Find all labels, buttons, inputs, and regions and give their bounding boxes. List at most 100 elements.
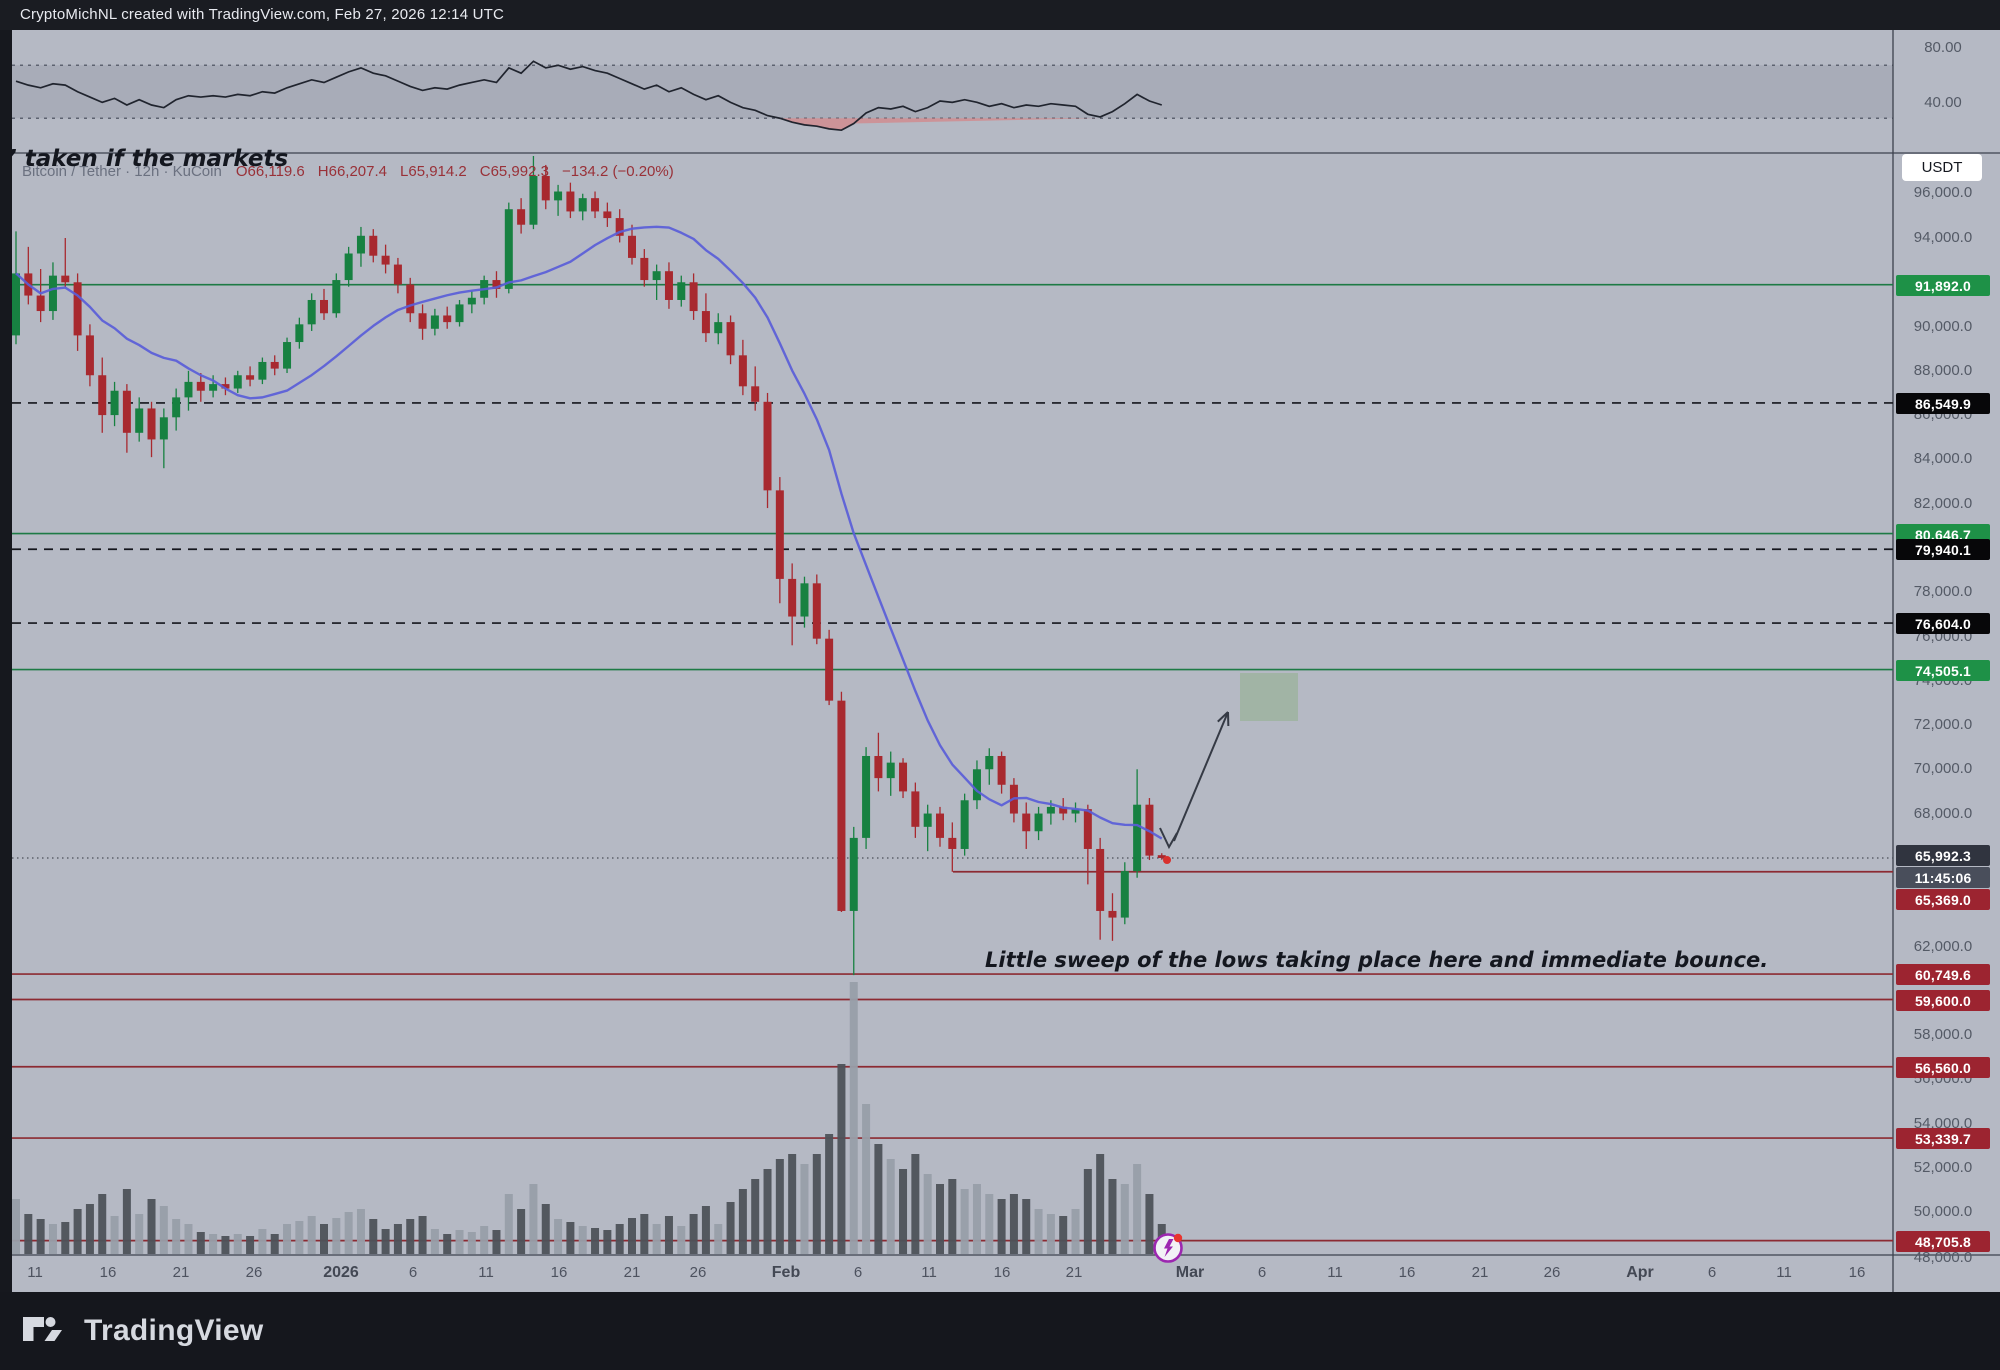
price-level-label-red: 53,339.7 — [1896, 1128, 1990, 1149]
candle-body — [110, 390, 119, 416]
time-axis-label: 11 — [921, 1264, 937, 1281]
currency-toggle-button[interactable]: USDT — [1902, 154, 1982, 181]
candle-body — [196, 381, 205, 391]
volume-bar — [24, 1214, 33, 1254]
target-zone-box[interactable] — [1240, 673, 1298, 721]
candle-body — [455, 304, 464, 323]
candle-body — [85, 335, 94, 376]
price-axis-label: 78,000.0 — [1913, 583, 1973, 600]
volume-bar — [825, 1134, 834, 1254]
time-axis-label: Apr — [1626, 1264, 1654, 1281]
volume-bar — [578, 1226, 587, 1254]
ohlc-change: −134.2 (−0.20%) — [561, 163, 674, 180]
candle-body — [381, 255, 390, 265]
symbol-title: Bitcoin / Tether · 12h · KuCoin — [22, 163, 222, 180]
chart-surface[interactable] — [12, 30, 2000, 1292]
time-axis-label: 6 — [1707, 1264, 1717, 1281]
volume-bar — [886, 1159, 895, 1254]
candle-body — [258, 361, 267, 380]
volume-bar — [652, 1224, 661, 1254]
time-axis-label: 16 — [993, 1264, 1011, 1281]
volume-bar — [936, 1184, 944, 1254]
candle-body — [147, 408, 156, 440]
rsi-line — [15, 60, 1163, 132]
time-axis-label: 11 — [1327, 1264, 1343, 1281]
candle-body — [270, 361, 279, 369]
candle-body — [1133, 804, 1142, 872]
volume-bar — [1096, 1154, 1105, 1254]
candle-body — [356, 235, 365, 254]
rsi-axis-label: 80.00 — [1924, 39, 1962, 56]
candle-body — [1059, 806, 1068, 814]
candle-body — [800, 583, 809, 617]
volume-bar — [430, 1229, 439, 1254]
tradingview-logo-icon — [23, 1317, 62, 1341]
candle-body — [603, 211, 612, 219]
candle-body — [936, 813, 944, 838]
candle-body — [517, 209, 526, 225]
candle-body — [689, 282, 698, 312]
volume-bar — [85, 1204, 94, 1254]
time-axis-label: 6 — [1257, 1264, 1267, 1281]
candle-body — [492, 280, 501, 289]
volume-bar — [1034, 1209, 1043, 1254]
time-axis-label: 11 — [27, 1264, 43, 1281]
price-axis-label: 50,000.0 — [1913, 1203, 1973, 1220]
candle-body — [467, 297, 476, 305]
volume-bar — [159, 1206, 168, 1254]
sweep-note-annotation: Little sweep of the lows taking place he… — [985, 948, 1769, 972]
time-axis[interactable]: 11 16 21 26 2026 6 11 16 21 26 Feb 6 11 16 21 Mar 6 11 16 2… — [0, 1255, 1893, 1292]
candle-body — [615, 218, 624, 236]
volume-bar — [344, 1212, 353, 1254]
time-axis-label: 16 — [550, 1264, 568, 1281]
volume-bar — [911, 1154, 920, 1254]
rsi-axis-label: 40.00 — [1924, 94, 1962, 111]
volume-bar — [98, 1194, 107, 1254]
volume-bar — [246, 1236, 255, 1254]
volume-bar — [147, 1199, 156, 1254]
candle-body — [911, 791, 920, 827]
time-axis-label: Mar — [1175, 1264, 1205, 1281]
volume-bar — [517, 1209, 526, 1254]
volume-bar — [73, 1209, 82, 1254]
volume-bar — [677, 1226, 686, 1254]
candle-body — [862, 755, 871, 838]
candle-body — [369, 235, 378, 256]
candle-body — [529, 176, 538, 225]
rsi-oversold-fill — [769, 118, 1109, 131]
candle-body — [1083, 809, 1092, 849]
candle-body — [591, 198, 600, 212]
price-axis[interactable]: USDT 80.00 40.00 96,000.0 94,000.0 91,892.0 9… — [1893, 30, 2000, 1292]
price-axis-label: 84,000.0 — [1913, 450, 1973, 467]
volume-bar — [1145, 1194, 1154, 1254]
candle-body — [393, 264, 402, 285]
candle-body — [307, 299, 316, 325]
volume-bar — [135, 1214, 144, 1254]
candle-body — [788, 578, 797, 617]
volume-bar — [985, 1194, 994, 1254]
time-axis-label: 26 — [245, 1264, 263, 1281]
volume-bar — [406, 1219, 415, 1254]
price-axis-label: 58,000.0 — [1913, 1026, 1973, 1043]
volume-bar — [221, 1236, 230, 1254]
volume-bar — [714, 1224, 723, 1254]
volume-bar — [763, 1169, 772, 1254]
volume-bar — [110, 1216, 119, 1254]
candle-body — [677, 282, 686, 300]
candle-body — [418, 313, 427, 329]
tradingview-brand[interactable]: TradingView — [22, 1314, 263, 1348]
volume-bar — [738, 1189, 747, 1254]
lightning-event-icon[interactable] — [1150, 1228, 1190, 1268]
candle-body — [1108, 910, 1117, 918]
volume-bar — [122, 1189, 131, 1254]
projection-arrow[interactable] — [1173, 711, 1229, 842]
volume-bar — [233, 1234, 242, 1254]
candle-body — [73, 282, 82, 336]
volume-bar — [258, 1229, 267, 1254]
volume-bar — [1071, 1209, 1080, 1254]
price-level-label-black: 76,604.0 — [1896, 613, 1990, 634]
time-axis-label: 2026 — [323, 1264, 359, 1281]
candle-body — [1120, 871, 1129, 918]
